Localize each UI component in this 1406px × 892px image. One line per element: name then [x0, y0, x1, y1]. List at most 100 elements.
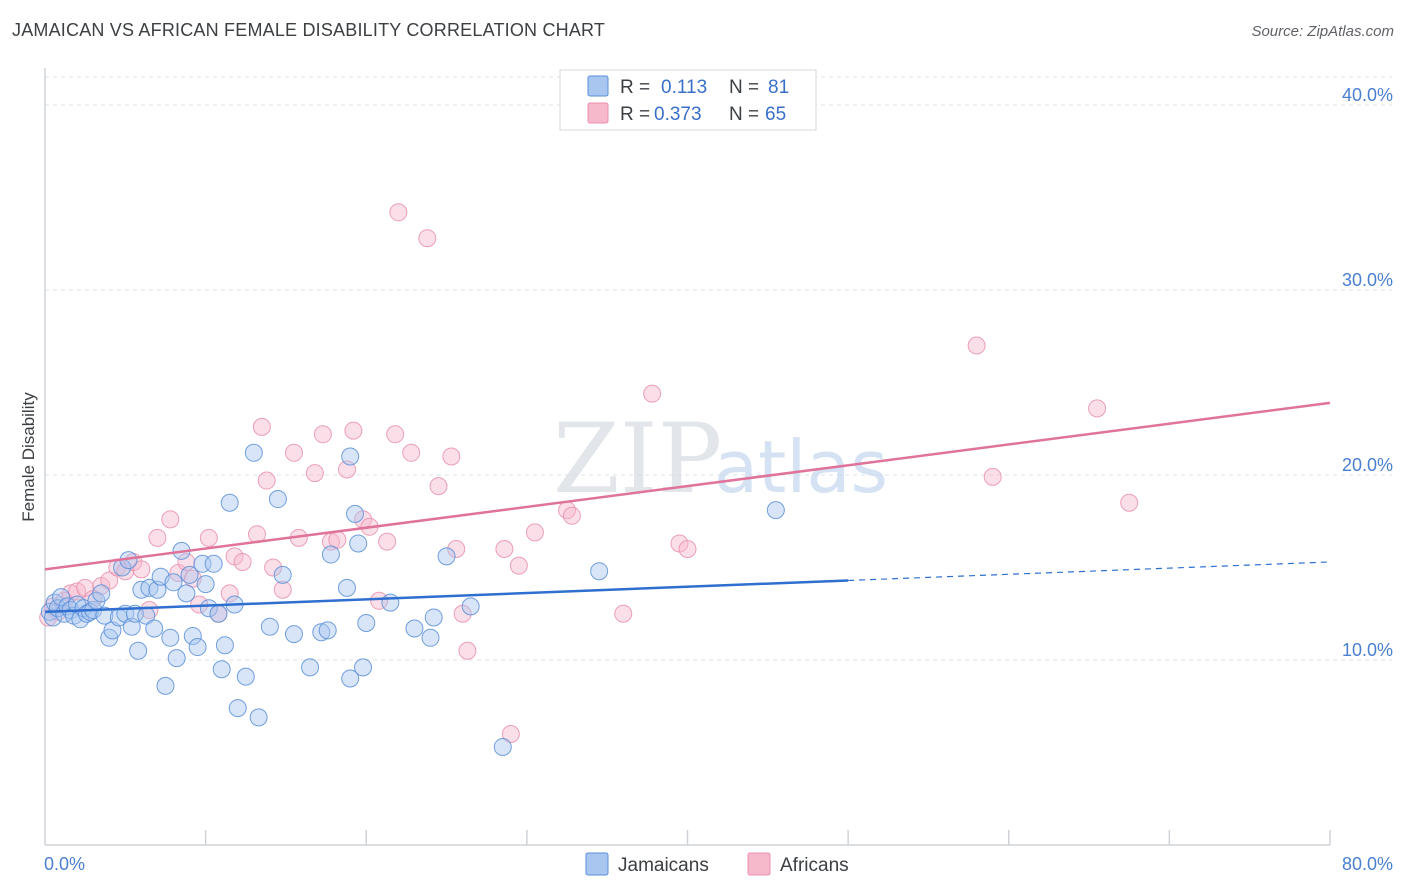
- source-label: Source: ZipAtlas.com: [1251, 23, 1394, 40]
- jamaicans-point: [212, 660, 231, 679]
- africans-point: [643, 384, 662, 403]
- trend-lines: [44, 401, 1331, 614]
- jamaicans-point: [493, 737, 512, 756]
- africans-point: [1120, 493, 1139, 512]
- jamaicans-point: [177, 584, 196, 603]
- jamaicans-point: [337, 578, 356, 597]
- x-tick-label-max: 80.0%: [1342, 854, 1393, 874]
- jamaicans-point: [209, 604, 228, 623]
- legend-swatch-africans: [587, 102, 609, 124]
- jamaicans-trend-extension: [848, 561, 1331, 582]
- x-ticks: [204, 830, 1331, 845]
- africans-point: [442, 447, 461, 466]
- legend-n-label-2: N =: [729, 104, 759, 125]
- jamaicans-point: [260, 617, 279, 636]
- africans-point: [678, 540, 697, 558]
- legend-n-value-2: 65: [765, 104, 786, 125]
- africans-point: [501, 725, 520, 743]
- y-tick-label: 20.0%: [1342, 455, 1393, 475]
- africans-point: [458, 641, 477, 660]
- jamaicans-point: [236, 667, 255, 686]
- africans-point: [305, 464, 324, 483]
- y-tick-labels: 10.0% 20.0% 30.0% 40.0%: [1342, 85, 1393, 660]
- africans-point: [378, 532, 397, 551]
- africans-point: [509, 556, 528, 575]
- bottom-legend-label-jamaicans: Jamaicans: [618, 855, 709, 876]
- jamaicans-point: [164, 573, 183, 592]
- jamaicans-point: [204, 554, 223, 573]
- jamaicans-point: [145, 619, 164, 638]
- jamaicans-point: [199, 599, 218, 618]
- africans-point: [199, 528, 218, 547]
- africans-point: [344, 421, 363, 440]
- africans-point: [220, 584, 239, 603]
- jamaicans-point: [161, 628, 180, 647]
- jamaicans-point: [188, 638, 207, 657]
- africans-point: [562, 506, 581, 525]
- africans-point: [257, 471, 276, 490]
- jamaicans-point: [349, 534, 368, 553]
- watermark: ZIP atlas: [553, 403, 888, 515]
- jamaicans-point: [92, 584, 111, 603]
- legend-bottom: Jamaicans Africans: [585, 852, 849, 876]
- jamaicans-point: [318, 621, 337, 640]
- jamaicans-point: [95, 606, 114, 625]
- jamaicans-point: [301, 658, 320, 677]
- watermark-atlas: atlas: [714, 425, 888, 509]
- jamaicans-point: [129, 641, 148, 660]
- jamaicans-point: [421, 628, 440, 647]
- legend-r-value-2: 0.373: [654, 104, 702, 125]
- series-africans: [39, 203, 1139, 743]
- jamaicans-point: [357, 614, 376, 632]
- series-jamaicans: [40, 443, 785, 756]
- africans-point: [386, 425, 405, 444]
- africans-point: [525, 523, 544, 542]
- africans-point: [983, 467, 1002, 486]
- jamaicans-point: [437, 547, 456, 566]
- jamaicans-point: [44, 608, 63, 627]
- legend-r-label-2: R =: [620, 104, 650, 125]
- legend-swatch-jamaicans: [587, 75, 609, 97]
- africans-point: [148, 528, 167, 547]
- africans-point: [614, 604, 633, 623]
- bottom-legend-label-africans: Africans: [780, 855, 849, 876]
- africans-point: [132, 560, 151, 579]
- africans-point: [447, 540, 466, 558]
- africans-point: [429, 477, 448, 496]
- jamaicans-point: [244, 443, 263, 462]
- chart-title: JAMAICAN VS AFRICAN FEMALE DISABILITY CO…: [12, 20, 606, 40]
- jamaicans-point: [80, 602, 99, 621]
- y-tick-label: 30.0%: [1342, 270, 1393, 290]
- grid-lines: [45, 76, 1392, 661]
- africans-point: [233, 552, 252, 571]
- africans-point: [1088, 399, 1107, 418]
- jamaicans-point: [167, 649, 186, 668]
- y-tick-label: 10.0%: [1342, 640, 1393, 660]
- jamaicans-point: [354, 658, 373, 677]
- jamaicans-point: [461, 597, 480, 616]
- jamaicans-point: [228, 699, 247, 718]
- jamaicans-point: [183, 626, 202, 645]
- jamaicans-point: [268, 490, 287, 509]
- legend-n-value-1: 81: [768, 77, 789, 98]
- bottom-legend-swatch-jamaicans: [585, 852, 609, 876]
- jamaicans-trend-line: [44, 579, 849, 614]
- africans-point: [389, 203, 408, 222]
- africans-point: [967, 336, 986, 355]
- africans-point: [273, 580, 292, 599]
- legend-r-label-1: R =: [620, 77, 650, 98]
- jamaicans-point: [196, 575, 215, 594]
- jamaicans-point: [341, 669, 360, 688]
- legend-r-value-1: 0.113: [661, 77, 707, 98]
- jamaicans-point: [249, 708, 268, 727]
- africans-trend-line: [44, 401, 1331, 571]
- africans-point: [313, 425, 332, 444]
- jamaicans-point: [405, 619, 424, 638]
- africans-point: [264, 558, 283, 577]
- jamaicans-point: [284, 625, 303, 644]
- jamaicans-point: [381, 593, 400, 612]
- jamaicans-point: [220, 493, 239, 512]
- y-axis-label: Female Disability: [19, 392, 38, 522]
- jamaicans-point: [215, 636, 234, 655]
